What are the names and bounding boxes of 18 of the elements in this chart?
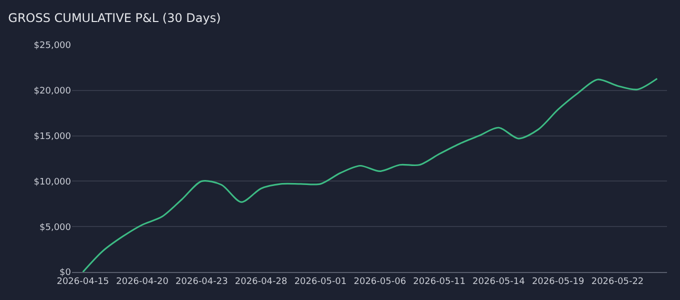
x-tick-label: 2026-05-22 (591, 276, 644, 287)
x-tick-label: 2026-05-01 (294, 276, 347, 287)
x-tick-label: 2026-05-06 (354, 276, 406, 287)
y-tick-label: $0 (60, 268, 72, 278)
x-tick-label: 2026-04-20 (116, 276, 169, 287)
x-tick-label: 2026-04-23 (176, 276, 228, 287)
y-tick-label: $10,000 (34, 177, 72, 188)
chart-title: GROSS CUMULATIVE P&L (30 Days) (8, 10, 221, 25)
x-tick-label: 2026-05-19 (532, 276, 585, 287)
line-series (82, 78, 658, 272)
y-tick-label: $5,000 (40, 222, 72, 233)
x-tick-label: 2026-04-15 (56, 276, 110, 287)
y-tick-label: $25,000 (34, 41, 72, 52)
x-tick-label: 2026-05-14 (472, 276, 526, 287)
y-tick-label: $20,000 (34, 86, 72, 97)
y-tick-label: $15,000 (34, 132, 72, 142)
x-tick-label: 2026-04-28 (234, 276, 288, 287)
x-tick-label: 2026-05-11 (413, 276, 466, 287)
